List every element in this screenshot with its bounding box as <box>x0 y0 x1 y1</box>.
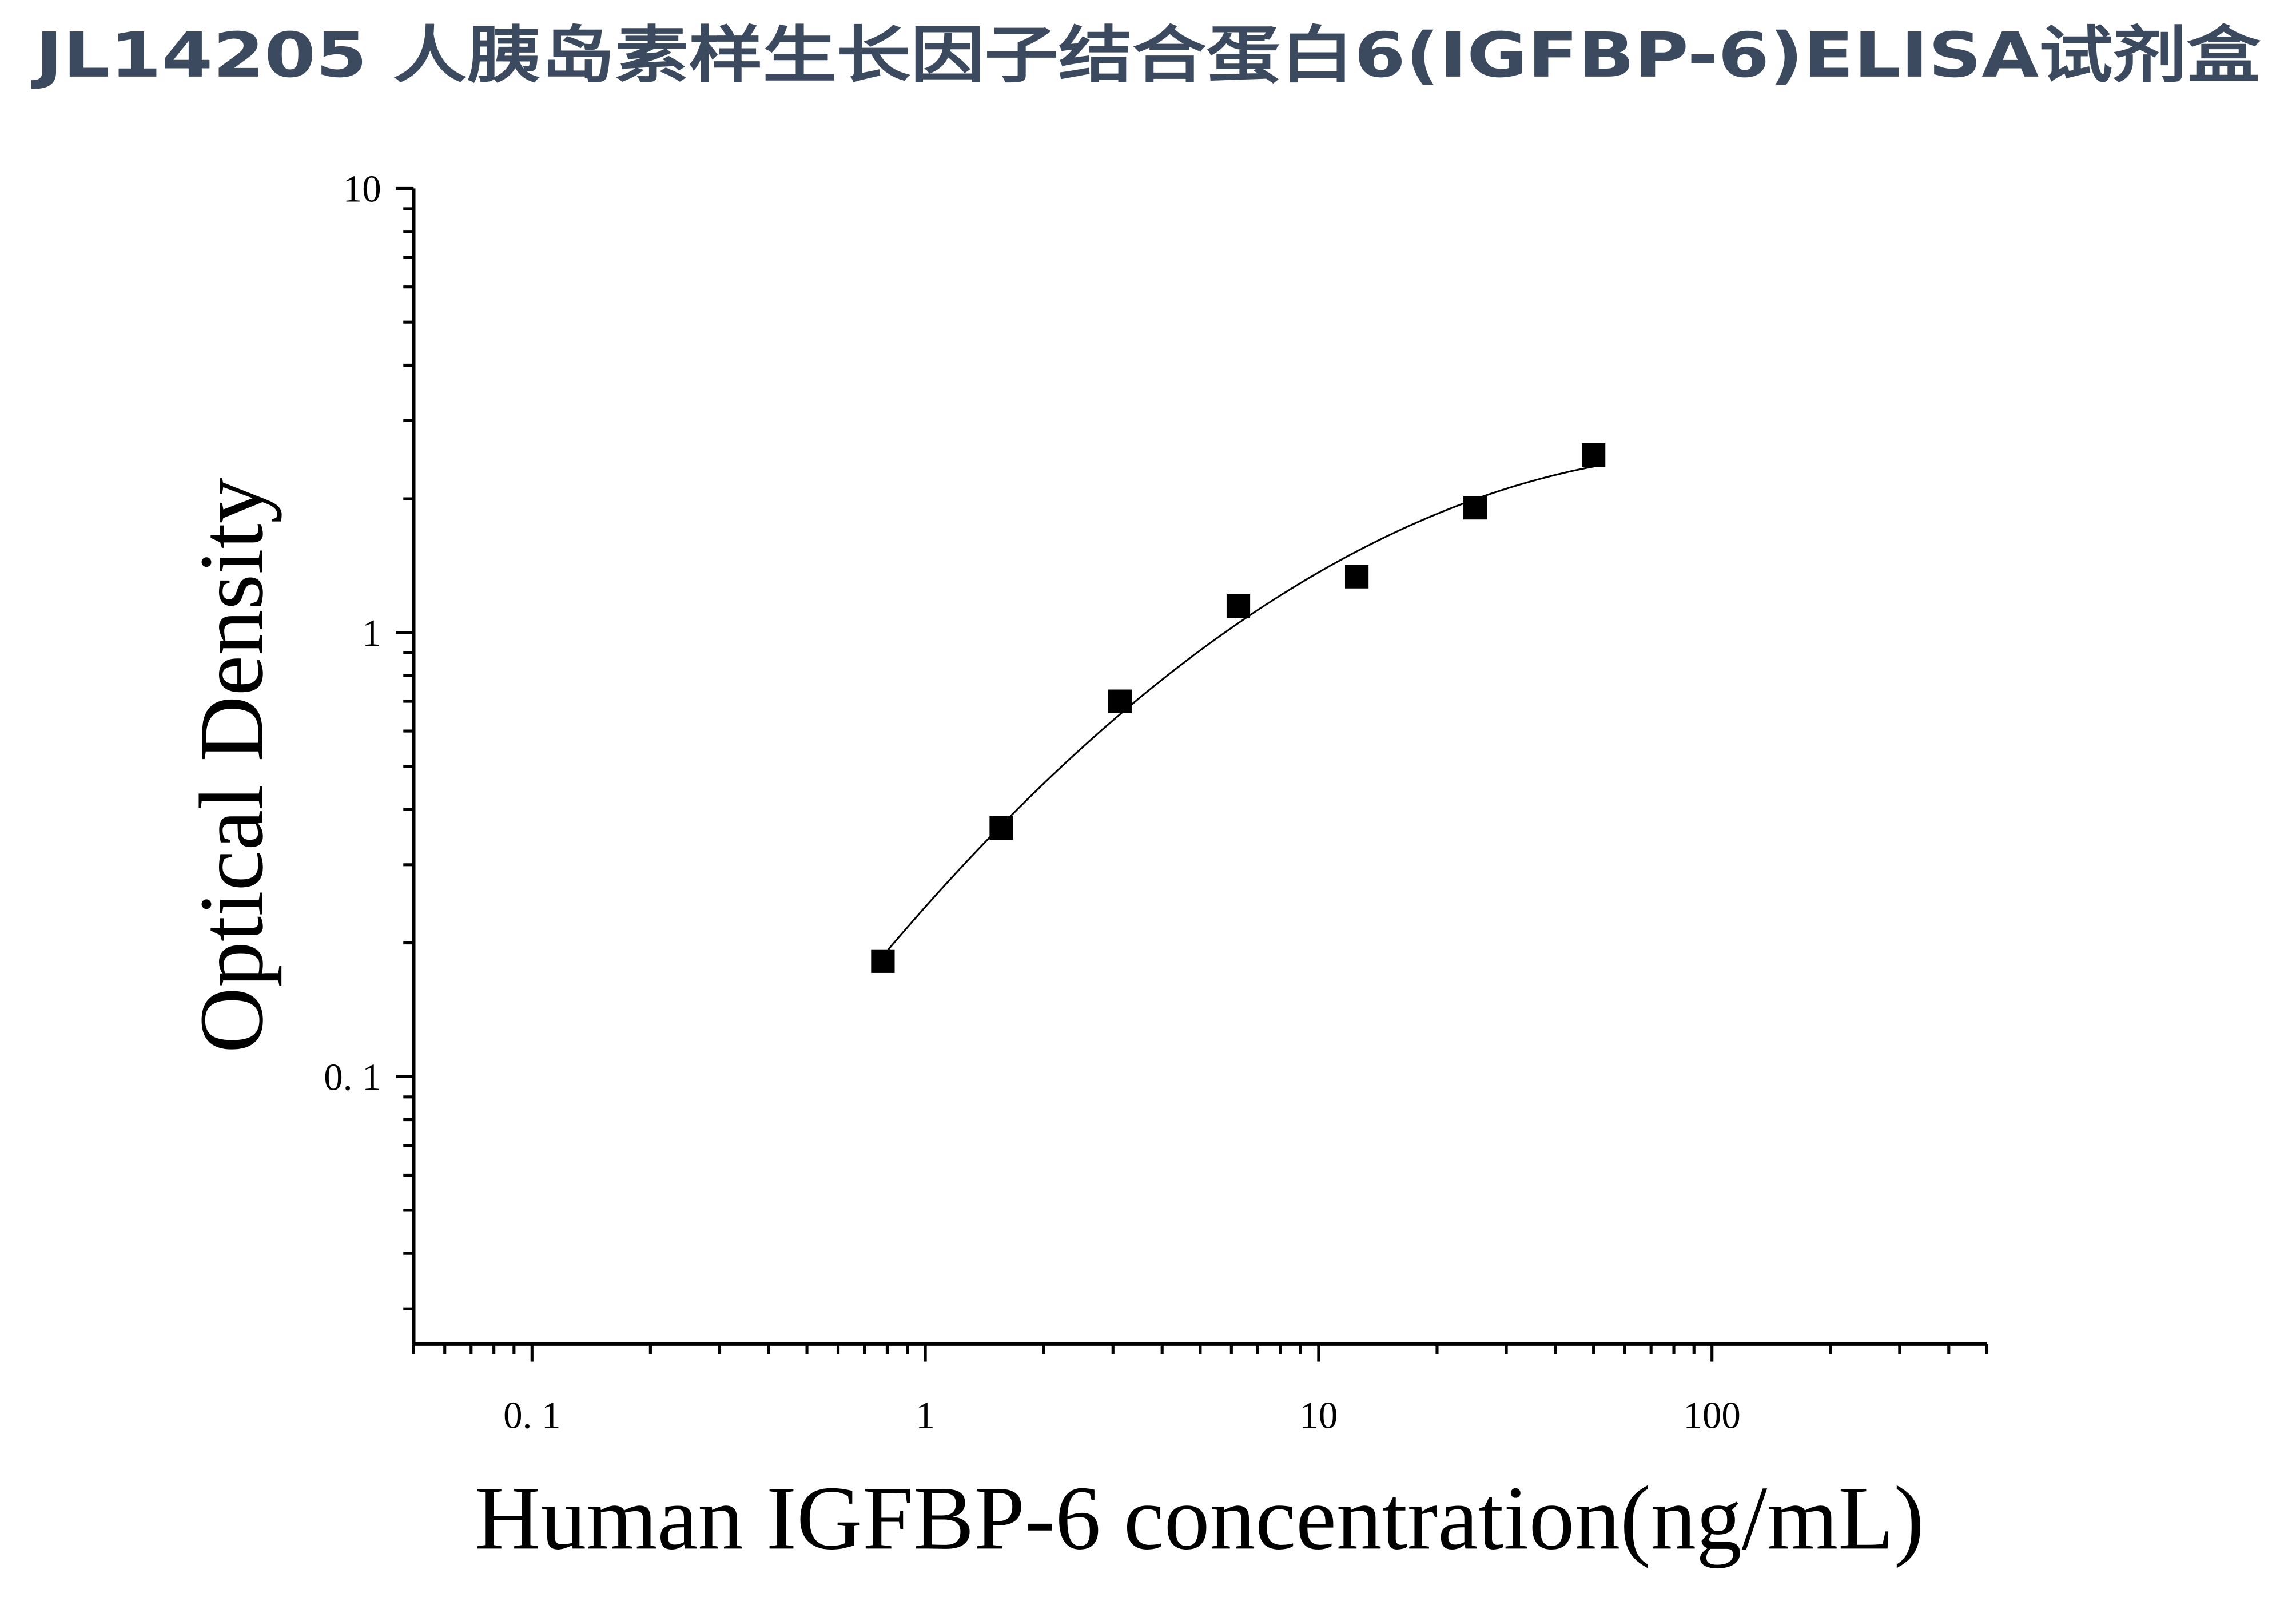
data-point <box>1108 689 1132 713</box>
y-axis-label: Optical Density <box>181 478 282 1053</box>
x-tick-label: 0. 1 <box>503 1394 560 1436</box>
fit-curve <box>882 466 1594 957</box>
data-point <box>871 949 895 973</box>
y-tick-label: 0. 1 <box>324 1056 381 1098</box>
x-tick-label: 10 <box>1299 1394 1338 1436</box>
x-axis-label: Human IGFBP-6 concentration(ng/mL) <box>475 1467 1924 1568</box>
data-point <box>1582 443 1606 467</box>
chart-title: JL14205 人胰岛素样生长因子结合蛋白6(IGFBP-6)ELISA试剂盒 <box>30 20 2261 92</box>
y-tick-label: 1 <box>362 612 381 654</box>
y-tick-label: 10 <box>343 168 381 210</box>
data-point <box>1226 594 1251 618</box>
data-point <box>1344 565 1369 589</box>
data-point <box>989 816 1013 840</box>
x-tick-label: 1 <box>916 1394 934 1436</box>
data-point <box>1463 496 1487 520</box>
x-tick-label: 100 <box>1684 1394 1741 1436</box>
